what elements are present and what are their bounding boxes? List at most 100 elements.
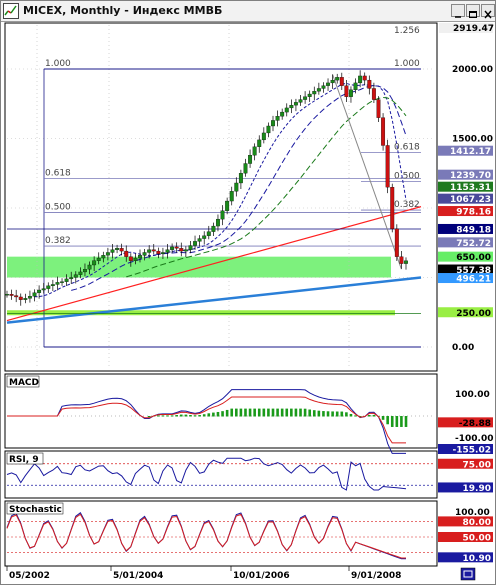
time-tick-label: 9/01/2008 [351,571,401,581]
candle-body [344,85,349,97]
candle-body [92,260,97,266]
macd-histogram-bar [235,408,238,417]
value-tag-box [438,181,493,192]
value-tag-label: 250.00 [456,309,491,319]
macd-histogram-bar [253,408,256,417]
value-tag-box [438,145,493,156]
candle-body [69,277,74,280]
price-axis-ticks: 2000.00 1500.00 0.00 [452,65,493,353]
macd-histogram-bar [166,415,169,417]
macd-histogram-bar [345,412,348,417]
value-tag-box [438,223,493,234]
candle-body [257,139,262,147]
macd-histogram-bar [303,408,307,417]
fib-swing-line [332,74,402,270]
candle-body [18,296,23,300]
candle-body [238,173,243,184]
candle-body [316,88,321,92]
macd-histogram-bar [340,411,344,417]
macd-histogram-bar [202,414,206,417]
macd-histogram-bar [331,411,334,417]
macd-histogram-bar [216,411,220,417]
candle-body [362,75,367,81]
candle-body [110,249,115,253]
time-tick-label: 05/2002 [9,571,50,581]
candle-body [55,282,60,285]
candle-body [298,99,303,103]
candle-body [367,79,372,89]
macd-histogram-bar [326,411,330,417]
macd-histogram-bar [335,411,339,417]
macd-histogram-bar [207,413,211,417]
macd-histogram-bar [276,408,279,417]
candle-body [41,288,46,291]
macd-panel [4,373,438,449]
rsi-tag-label: 19.90 [463,484,491,494]
chart-window-icon[interactable] [3,3,19,19]
time-axis: 05/2002 5/01/2004 10/01/2006 9/01/2008 [6,566,401,581]
stochastic-panel [4,500,438,567]
macd-tag-label: -155.02 [453,446,491,456]
candle-body [252,146,257,156]
candle-body [271,120,275,127]
candle-body [27,296,32,299]
macd-tag-label: -28.88 [459,419,491,429]
candle-body [371,88,376,100]
macd-histogram-bar [189,414,192,417]
scroll-to-end-button[interactable] [460,567,476,581]
candle-body [101,255,106,259]
stochastic-tag-box [438,532,493,542]
price-tick-label: 0.00 [452,343,474,353]
value-tag-label: 978.16 [456,208,491,218]
price-tick-label: 2000.00 [452,65,493,75]
macd-histogram-bar [244,408,247,417]
stochastic-tick-label: 100.00 [455,508,490,518]
rsi-title: RSI, 9 [9,455,39,465]
candle-body [280,111,285,117]
candle-body [183,249,188,252]
macd-histogram-bar [395,416,399,427]
candle-body [188,245,193,250]
candle-body [394,228,399,257]
stochastic-tag-box [438,516,493,527]
macd-histogram-bar [257,408,261,417]
candle-body [87,264,92,270]
macd-histogram-bar [368,414,371,417]
candle-body [289,104,294,109]
close-button[interactable] [481,4,495,19]
macd-axis: 100.00 -100.00 -28.88 -155.02 [438,390,493,456]
time-tick-label: 10/01/2006 [233,571,290,581]
stochastic-plot [6,512,435,560]
candle-body [151,249,156,252]
stochastic-tag-box [438,552,493,563]
macd-histogram-bar [267,408,270,417]
candle-body [321,85,326,89]
macd-histogram-bar [262,408,266,417]
macd-histogram-bar [294,408,298,417]
value-tag-box [438,193,493,204]
candle-body [128,256,133,261]
minimize-icon [455,16,461,18]
candle-body [225,200,230,211]
candle-body [385,145,390,188]
price-tick-label: 1500.00 [452,135,493,145]
macd-histogram-bar [285,408,289,417]
candle-body [381,117,386,146]
macd-histogram-bar [212,412,215,417]
maximize-button[interactable] [466,4,480,18]
fib-label: 0.500 [394,172,420,182]
support-zone-650 [7,256,391,278]
minimize-button[interactable] [451,4,465,18]
macd-histogram-bar [381,416,385,420]
candle-body [96,257,101,261]
macd-histogram-bar [225,409,229,417]
candle-body [83,269,87,273]
macd-histogram-bar [317,410,321,417]
stochastic-title-box [6,502,64,515]
candle-body [284,107,289,113]
macd-histogram-bar [193,415,197,417]
candle-body [404,260,408,264]
value-tag-label: 1412.17 [450,147,491,157]
